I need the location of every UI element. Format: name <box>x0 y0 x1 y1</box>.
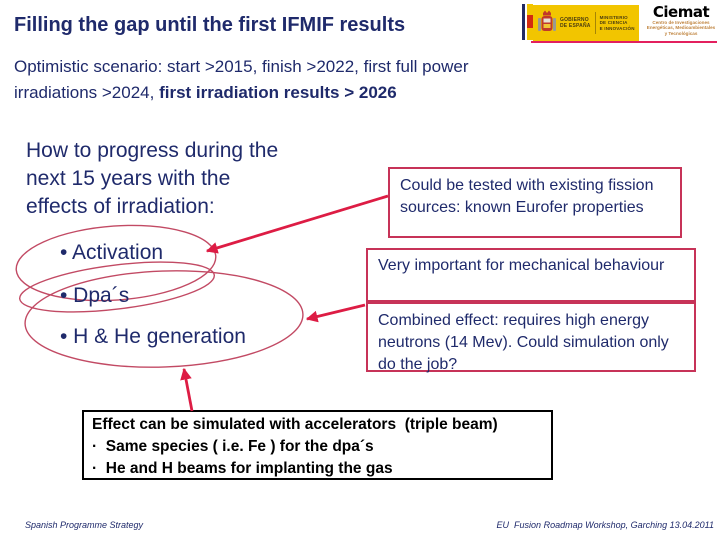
bullet-h-he-generation: • H & He generation <box>60 325 246 348</box>
callout-combined-effect: Combined effect: requires high energy ne… <box>366 302 696 373</box>
callout-fission-sources: Could be tested with existing fission so… <box>388 167 682 238</box>
subtitle-line1: Optimistic scenario: start >2015, finish… <box>14 57 469 76</box>
arrow-bottom-box-to-h-he <box>180 367 194 412</box>
ministerio-label: MINISTERIO DE CIENCIA E INNOVACIÓN <box>599 14 635 31</box>
h-he-generation-ellipse <box>24 270 304 368</box>
footer-programme-label: Spanish Programme Strategy <box>25 520 144 530</box>
scenario-subtitle: Optimistic scenario: start >2015, finish… <box>14 54 468 106</box>
footer-workshop-label: EU Fusion Roadmap Workshop, Garching 13.… <box>496 520 714 530</box>
logo-divider <box>594 12 596 34</box>
accelerator-simulation-box: Effect can be simulated with accelerator… <box>82 410 553 480</box>
bullet-dpas: • Dpa´s <box>60 284 130 307</box>
question-text: How to progress during the next 15 years… <box>26 139 279 218</box>
flag-franja <box>527 4 533 40</box>
subtitle-bold-part: first irradiation results > 2026 <box>159 83 397 102</box>
spain-coat-of-arms-icon <box>538 10 556 31</box>
bottom-box-line: · He and H beams for implanting the gas <box>92 460 393 477</box>
bullet-activation: • Activation <box>60 241 164 264</box>
subtitle-line2: irradiations >2024, <box>14 83 160 102</box>
bottom-box-line: Effect can be simulated with accelerator… <box>92 416 498 433</box>
bottom-box-line: · Same species ( i.e. Fe ) for the dpa´s <box>92 438 374 455</box>
logo-underline <box>531 41 717 43</box>
ciemat-logo: Ciemat Centro de Investigaciones Energét… <box>644 4 718 42</box>
callout-mechanical-behaviour: Very important for mechanical behaviour <box>366 248 696 302</box>
flag-navy-bar <box>522 4 525 40</box>
slide-title: Filling the gap until the first IFMIF re… <box>14 14 406 36</box>
arrow-combined-box-to-h-he <box>305 303 366 323</box>
spain-flag-strip-icon <box>522 4 533 40</box>
gobierno-label: GOBIERNO DE ESPAÑA <box>560 17 591 29</box>
ciemat-wordmark: Ciemat <box>652 3 710 21</box>
logo-group: GOBIERNO DE ESPAÑA MINISTERIO DE CIENCIA… <box>520 2 718 44</box>
gobierno-de-espana-logo: GOBIERNO DE ESPAÑA MINISTERIO DE CIENCIA… <box>533 5 639 41</box>
